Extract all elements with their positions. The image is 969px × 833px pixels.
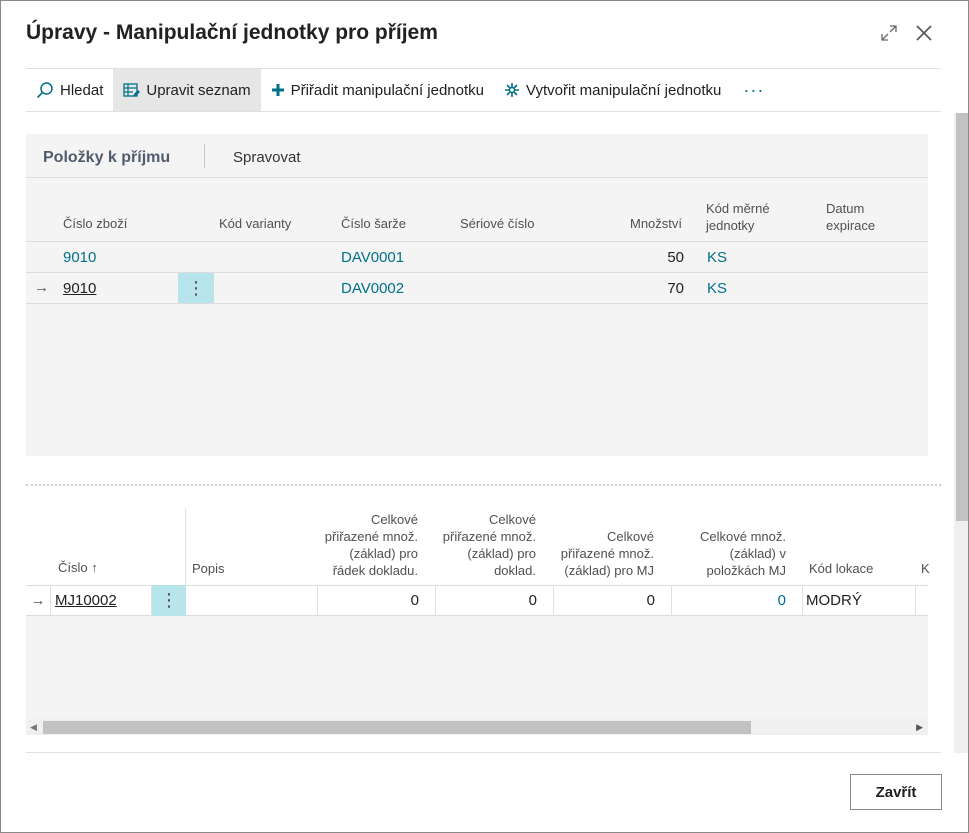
create-handling-unit-button[interactable]: Vytvořit manipulační jednotku — [494, 69, 731, 111]
col-header-variant[interactable]: Kód varianty — [219, 216, 292, 231]
assign-handling-unit-button[interactable]: Přiřadit manipulační jednotku — [261, 69, 494, 111]
current-row-arrow-icon: → — [26, 585, 51, 616]
vertical-scrollbar-thumb[interactable] — [956, 113, 968, 521]
row2-uom[interactable]: KS — [707, 280, 728, 297]
hdr-line: Celkové — [607, 529, 654, 544]
edit-list-icon — [123, 82, 141, 99]
hu-no-link[interactable]: MJ10002 — [55, 592, 117, 609]
col-header-lot[interactable]: Číslo šarže — [341, 216, 407, 231]
empty-area — [26, 616, 928, 721]
table-row — [26, 585, 928, 616]
action-bar: Hledat Upravit seznam Přiřadit manipulač… — [26, 68, 941, 112]
row-total-line[interactable]: 0 — [318, 585, 436, 616]
edit-list-label: Upravit seznam — [146, 81, 251, 99]
search-icon — [36, 81, 54, 99]
header-divider — [26, 241, 928, 242]
col-header-exp-line1: Datum — [826, 201, 865, 216]
search-label: Hledat — [60, 81, 104, 99]
hdr-line: Celkové — [489, 512, 536, 527]
row-divider — [26, 272, 928, 273]
row-divider — [26, 303, 928, 304]
splitter[interactable] — [26, 484, 941, 486]
row-bin-code[interactable]: MODRÝ — [803, 585, 916, 616]
col-header-uom-line2: jednotky — [706, 218, 755, 233]
sort-ascending-icon: ↑ — [91, 560, 98, 575]
vertical-scrollbar[interactable] — [954, 113, 968, 753]
row-total-hu[interactable]: 0 — [554, 585, 672, 616]
create-label: Vytvořit manipulační jednotku — [526, 81, 722, 99]
receipt-lines-part: Položky k příjmu Spravovat Číslo zboží K… — [26, 134, 928, 456]
col-header-next[interactable]: K — [921, 561, 930, 576]
row-total-document[interactable]: 0 — [436, 585, 554, 616]
close-button[interactable]: Zavřít — [850, 774, 942, 810]
hdr-line: (základ) pro — [467, 546, 536, 561]
assign-label: Přiřadit manipulační jednotku — [290, 81, 485, 99]
col-header-total-hu-entries[interactable]: Celkové množ. (základ) v položkách MJ — [666, 528, 786, 579]
column-separator — [185, 508, 186, 585]
manage-button[interactable]: Spravovat — [233, 149, 301, 166]
hdr-line: položkách MJ — [706, 563, 786, 578]
hdr-line: řádek dokladu. — [332, 563, 418, 578]
row1-uom[interactable]: KS — [707, 249, 728, 266]
hdr-line: přiřazené množ. — [560, 546, 654, 561]
col-header-total-line[interactable]: Celkové přiřazené množ. (základ) pro řád… — [318, 511, 418, 579]
row2-lot[interactable]: DAV0002 — [341, 280, 405, 297]
scroll-right-icon[interactable]: ▶ — [916, 722, 923, 732]
col-header-description[interactable]: Popis — [192, 561, 225, 576]
hdr-line: (základ) pro MJ — [564, 563, 654, 578]
col-header-total-hu[interactable]: Celkové přiřazené množ. (základ) pro MJ — [544, 528, 654, 579]
handling-units-part: Číslo ↑ Popis Celkové přiřazené množ. (z… — [26, 506, 930, 736]
hdr-line: doklad. — [494, 563, 536, 578]
expand-icon[interactable] — [877, 21, 901, 45]
dialog-title: Úpravy - Manipulační jednotky pro příjem — [26, 21, 438, 44]
hdr-line: (základ) pro — [349, 546, 418, 561]
search-button[interactable]: Hledat — [26, 69, 113, 111]
hdr-line: Celkové — [371, 512, 418, 527]
col-header-bin[interactable]: Kód lokace — [809, 561, 874, 576]
more-actions-button[interactable]: ··· — [743, 79, 765, 100]
col-header-total-document[interactable]: Celkové přiřazené množ. (základ) pro dok… — [426, 511, 536, 579]
row2-qty[interactable]: 70 — [667, 280, 684, 297]
row-total-hu-entries[interactable]: 0 — [672, 585, 803, 616]
row-actions-button[interactable]: ⋮ — [152, 585, 186, 616]
row2-item-no[interactable]: 9010 — [63, 280, 97, 297]
plus-icon — [271, 83, 285, 97]
sparkle-icon — [504, 82, 520, 98]
col-header-qty[interactable]: Množství — [629, 216, 682, 231]
hdr-line: přiřazené množ. — [442, 529, 536, 544]
footer-divider — [26, 752, 941, 753]
hdr-line: (základ) v — [729, 546, 786, 561]
edit-list-button[interactable]: Upravit seznam — [113, 69, 261, 111]
col-header-no[interactable]: Číslo ↑ — [58, 559, 98, 576]
col-header-exp-line2: expirace — [826, 218, 876, 233]
horizontal-scrollbar[interactable]: ◀ ▶ — [26, 719, 928, 735]
col-header-uom-line1: Kód měrné — [706, 201, 770, 216]
current-row-arrow-icon: → — [34, 279, 49, 296]
hdr-line: Celkové množ. — [700, 529, 786, 544]
col-header-item-no[interactable]: Číslo zboží — [63, 216, 128, 231]
part-title[interactable]: Položky k příjmu — [43, 149, 171, 166]
col-header-serial[interactable]: Sériové číslo — [460, 216, 535, 231]
col-header-uom[interactable]: Kód měrné jednotky — [706, 200, 770, 234]
row1-item-no[interactable]: 9010 — [63, 249, 97, 266]
row-actions-button[interactable]: ⋮ — [178, 273, 214, 303]
hdr-line: přiřazené množ. — [324, 529, 418, 544]
scroll-left-icon[interactable]: ◀ — [30, 722, 37, 732]
row-description-input[interactable] — [186, 585, 318, 616]
row1-lot[interactable]: DAV0001 — [341, 249, 405, 266]
row-hu-no[interactable]: MJ10002 — [51, 585, 152, 616]
col-header-expiration[interactable]: Datum expirace — [826, 200, 875, 234]
part-header: Položky k příjmu Spravovat — [26, 134, 928, 178]
horizontal-scrollbar-thumb[interactable] — [43, 721, 751, 734]
part-divider — [204, 144, 205, 168]
close-icon[interactable] — [912, 21, 936, 45]
col-header-no-label: Číslo — [58, 560, 88, 575]
row1-qty[interactable]: 50 — [667, 249, 684, 266]
